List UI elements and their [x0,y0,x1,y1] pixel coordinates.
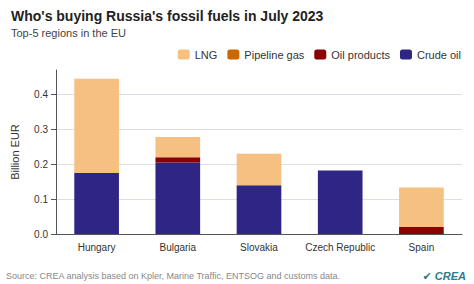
svg-text:LNG: LNG [195,49,218,61]
svg-text:Spain: Spain [409,242,435,253]
svg-text:0.1: 0.1 [34,194,48,205]
svg-text:Oil products: Oil products [331,49,390,61]
svg-text:✔ CREA: ✔ CREA [423,270,466,282]
svg-text:0.4: 0.4 [34,89,48,100]
svg-text:0.3: 0.3 [34,124,48,135]
svg-text:Crude oil: Crude oil [417,49,461,61]
svg-text:Pipeline gas: Pipeline gas [244,49,304,61]
svg-text:Slovakia: Slovakia [240,242,278,253]
svg-text:Who's buying Russia's fossil f: Who's buying Russia's fossil fuels in Ju… [11,8,324,24]
svg-text:0.0: 0.0 [34,229,48,240]
svg-text:Top-5 regions in the EU: Top-5 regions in the EU [11,27,126,39]
svg-text:0.2: 0.2 [34,159,48,170]
svg-text:Billion EUR: Billion EUR [9,124,21,180]
svg-text:Hungary: Hungary [78,242,116,253]
svg-text:Bulgaria: Bulgaria [159,242,196,253]
svg-text:Czech Republic: Czech Republic [305,242,375,253]
svg-text:Source: CREA analysis based on: Source: CREA analysis based on Kpler, Ma… [6,271,340,281]
